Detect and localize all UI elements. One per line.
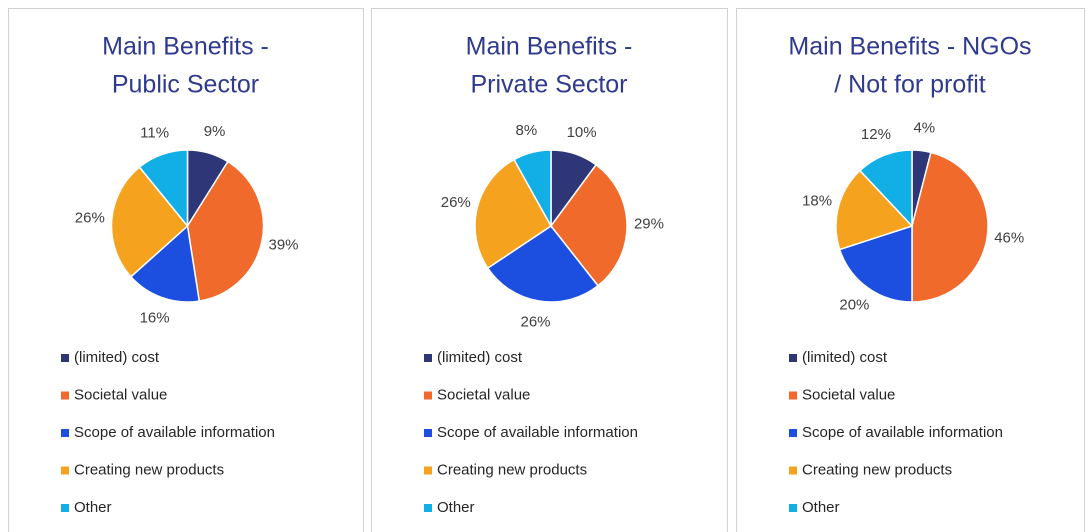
legend-label: Other [74, 499, 112, 516]
pie-slice [474, 158, 552, 270]
legend-swatch [424, 466, 432, 475]
pie-slice [550, 163, 628, 287]
legend-label: Societal value [74, 386, 167, 403]
data-label: 4% [913, 120, 935, 137]
legend-label: Societal value [437, 386, 530, 403]
chart-title: Public Sector [112, 71, 259, 99]
pie-slice [186, 160, 265, 302]
legend-swatch [61, 429, 69, 437]
pie-slice [129, 224, 201, 303]
data-label: 11% [140, 125, 169, 142]
legend-label: Creating new products [802, 461, 952, 478]
chart-title: Main Benefits - [466, 33, 633, 61]
legend-label: (limited) cost [437, 349, 523, 366]
legend-swatch [61, 504, 69, 512]
chart-title: Main Benefits - [102, 33, 269, 61]
legend-swatch [789, 466, 797, 475]
legend-label: Scope of available information [437, 424, 638, 441]
data-label: 26% [521, 314, 551, 331]
legend-label: (limited) cost [802, 349, 888, 366]
legend-label: Scope of available information [74, 424, 275, 441]
pie-slice [838, 224, 913, 303]
pie-slice [911, 151, 989, 303]
legend-label: Creating new products [437, 461, 587, 478]
legend-swatch [61, 354, 69, 362]
data-label: 29% [634, 215, 664, 232]
data-label: 12% [861, 126, 891, 143]
chart-title: Main Benefits - NGOs [788, 33, 1031, 61]
legend-swatch [424, 504, 432, 512]
chart-title: Private Sector [470, 71, 627, 99]
pie-slice [513, 149, 552, 229]
pie-slice [138, 149, 189, 229]
data-label: 9% [204, 123, 226, 140]
legend-swatch [789, 354, 797, 362]
legend-label: Scope of available information [802, 424, 1003, 441]
legend-swatch [789, 429, 797, 437]
chart-title: / Not for profit [834, 71, 985, 99]
legend-swatch [789, 504, 797, 512]
legend-label: Other [802, 499, 840, 516]
legend-swatch [61, 466, 69, 475]
pie-slice [486, 224, 600, 303]
legend-swatch [61, 391, 69, 400]
legend-swatch [424, 429, 432, 437]
legend-swatch [424, 354, 432, 362]
pie-slice [110, 166, 189, 278]
pie-slice [835, 169, 914, 251]
legend-label: Societal value [802, 386, 895, 403]
legend-label: Creating new products [74, 461, 224, 478]
data-label: 18% [802, 193, 832, 210]
data-label: 10% [567, 124, 597, 141]
legend-label: (limited) cost [74, 349, 160, 366]
data-label: 16% [140, 309, 170, 326]
data-label: 26% [441, 194, 471, 211]
legend-swatch [424, 391, 432, 400]
data-label: 26% [75, 209, 105, 226]
data-label: 8% [516, 122, 538, 139]
data-label: 46% [994, 229, 1024, 246]
data-label: 39% [268, 237, 298, 254]
legend-label: Other [437, 499, 475, 516]
legend-swatch [789, 391, 797, 400]
data-label: 20% [839, 296, 869, 313]
pie-slice [858, 149, 913, 228]
